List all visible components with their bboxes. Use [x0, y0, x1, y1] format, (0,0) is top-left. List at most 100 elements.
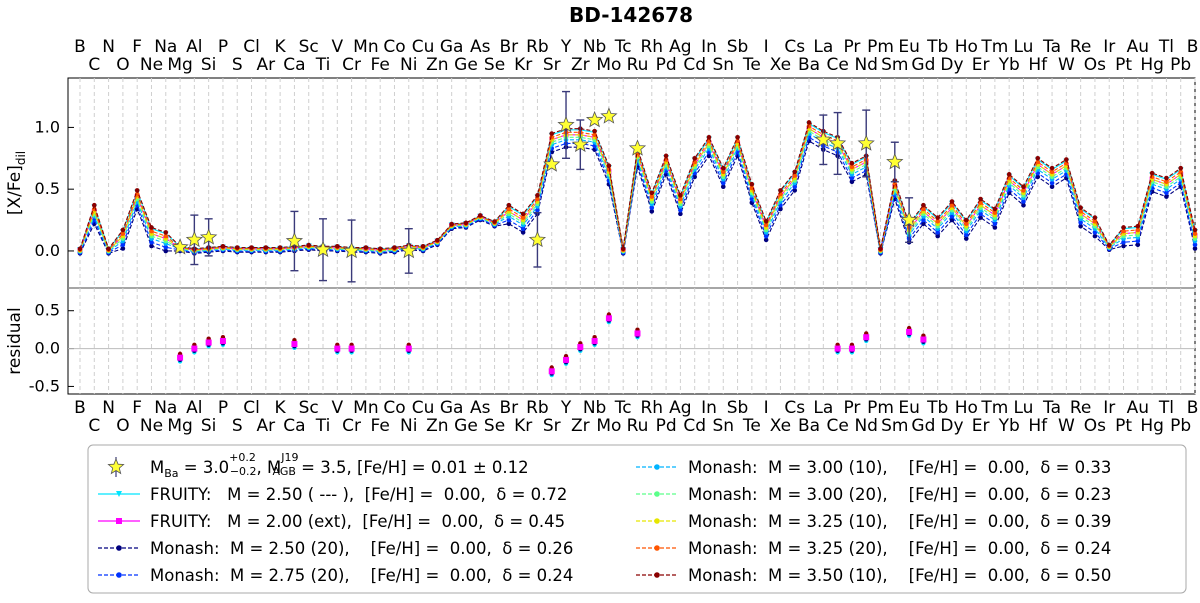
element-label-Sb: Sb	[727, 37, 749, 57]
residual-marker-Mg	[177, 354, 184, 361]
element-label-Fe: Fe	[371, 55, 390, 75]
series-8-point-Ir	[1106, 242, 1112, 248]
series-8-point-Pd	[663, 153, 669, 159]
series-8-point-N	[106, 246, 111, 252]
element-label-Ti: Ti	[315, 55, 331, 75]
series-7-point-Tl	[1164, 179, 1169, 185]
element-label-Zn: Zn	[426, 55, 448, 75]
obs-star-Sr	[543, 155, 561, 172]
element-label-As: As	[470, 37, 491, 57]
element-label-bottom-Co: Co	[383, 398, 405, 418]
legend-observed-sep: , M	[257, 458, 282, 477]
legend-marker-4	[654, 464, 660, 470]
series-2-point-Tm	[992, 225, 998, 230]
legend-label-8: Monash: M = 3.50 (10), [Fe/H] = 0.00, δ …	[688, 566, 1111, 585]
residual-marker-Ce	[834, 345, 841, 352]
obs-star-Ca	[285, 232, 304, 249]
element-label-bottom-Dy: Dy	[940, 416, 963, 436]
series-8-point-Au	[1135, 223, 1141, 229]
element-label-Xe: Xe	[770, 55, 791, 75]
series-2-point-Cs	[792, 188, 798, 193]
series-3-point-Sn	[720, 180, 726, 186]
series-7-point-Ho	[963, 221, 969, 227]
series-7-point-Rb	[535, 196, 540, 202]
series-8-point-Ar	[263, 245, 269, 250]
series-2-point-Au	[1135, 242, 1141, 248]
series-3-point-Na	[163, 244, 169, 250]
series-8-point-Kr	[520, 211, 526, 217]
element-label-bottom-Ce: Ce	[826, 416, 848, 436]
series-8-point-Cu	[420, 244, 426, 249]
element-label-Co: Co	[383, 37, 405, 57]
obs-star-Mo	[600, 107, 618, 124]
element-label-Yb: Yb	[998, 55, 1020, 75]
series-7-point-Hf	[1035, 159, 1041, 165]
residual-marker-Pr	[848, 345, 855, 352]
series-8-point-Cl	[249, 245, 254, 250]
series-3-point-Tm	[992, 221, 998, 227]
series-7-point-I	[763, 222, 769, 228]
residual-marker-Al	[191, 345, 198, 352]
series-8-point-Re	[1078, 205, 1083, 211]
residual-marker-Nb	[591, 338, 598, 344]
element-label-Br: Br	[500, 37, 519, 57]
element-label-O: O	[116, 55, 129, 75]
series-7-point-Pr	[849, 164, 855, 170]
element-label-Mn: Mn	[353, 37, 378, 57]
element-label-bottom-Au: Au	[1127, 398, 1149, 418]
element-label-Na: Na	[154, 37, 177, 57]
series-3-point-Dy	[949, 214, 955, 219]
element-label-bottom-Yb: Yb	[998, 416, 1020, 436]
series-8-point-Ne	[149, 225, 154, 230]
series-2-point-Hf	[1035, 174, 1041, 180]
series-2-point-Pr	[849, 179, 855, 185]
element-label-Dy: Dy	[940, 55, 963, 75]
series-7-point-Kr	[520, 215, 526, 220]
obs-star-La	[814, 130, 832, 148]
series-8-point-Pt	[1121, 225, 1126, 230]
element-label-bottom-Nb: Nb	[583, 398, 607, 418]
element-label-bottom-Mg: Mg	[167, 416, 192, 436]
series-2-point-Gd	[921, 221, 926, 227]
series-8-point-Nb	[592, 128, 597, 134]
series-8-point-Na	[163, 230, 169, 235]
element-label-bottom-Kr: Kr	[514, 416, 532, 436]
series-8-point-B	[77, 246, 83, 252]
legend-marker-7	[654, 545, 660, 551]
obs-star-Sm	[886, 152, 904, 170]
element-label-Pr: Pr	[843, 37, 860, 57]
element-label-bottom-N: N	[102, 398, 115, 418]
element-label-bottom-Ta: Ta	[1042, 398, 1061, 418]
element-label-Pm: Pm	[867, 37, 894, 57]
legend-marker-8	[654, 572, 660, 578]
series-8-point-Sr	[549, 131, 555, 136]
series-7-point-Sn	[720, 169, 726, 175]
element-label-bottom-Ru: Ru	[627, 416, 649, 436]
legend-box	[87, 444, 1187, 594]
series-3-point-Br	[506, 217, 512, 223]
series-3-point-Tb	[935, 230, 940, 235]
obs-star-Eu	[900, 211, 918, 228]
element-label-bottom-Rb: Rb	[526, 398, 549, 418]
series-3-point-Tl	[1164, 190, 1169, 196]
element-label-bottom-Se: Se	[484, 416, 505, 436]
series-8-point-S	[234, 245, 240, 250]
series-7-point-Na	[163, 233, 169, 239]
element-label-Eu: Eu	[898, 37, 920, 57]
element-label-Ca: Ca	[283, 55, 305, 75]
legend-label-7: Monash: M = 3.25 (20), [Fe/H] = 0.00, δ …	[688, 539, 1111, 558]
series-8-point-Sn	[720, 165, 726, 171]
series-2-point-Rh	[649, 209, 655, 214]
element-label-bottom-Sn: Sn	[712, 416, 734, 436]
element-label-Te: Te	[742, 55, 761, 75]
series-3-point-Ta	[1049, 180, 1055, 186]
series-8-point-Pb	[1178, 165, 1184, 171]
series-2-point-Tl	[1164, 194, 1169, 199]
element-label-Cr: Cr	[342, 55, 361, 75]
series-7-point-Bi	[1192, 231, 1198, 236]
element-label-V: V	[331, 37, 343, 57]
element-label-bottom-B: B	[74, 398, 86, 418]
series-7-point-Os	[1092, 218, 1098, 224]
element-label-Cs: Cs	[784, 37, 805, 57]
element-label-bottom-Cd: Cd	[683, 416, 706, 436]
